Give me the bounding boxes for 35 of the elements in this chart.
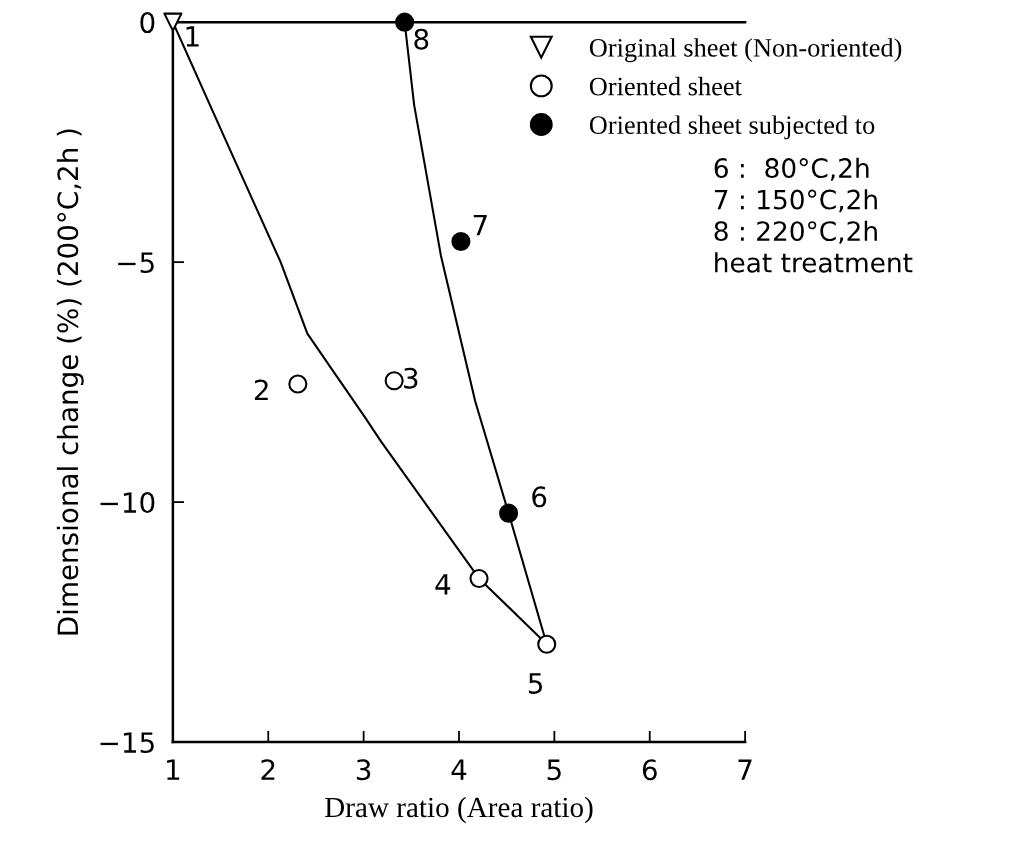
- annotation: 8: [414, 28, 429, 50]
- y-tick-label: 0: [140, 12, 155, 34]
- y-tick-label: −10: [100, 492, 155, 514]
- point: [288, 374, 308, 394]
- annotation: 6: [532, 486, 547, 508]
- x-tick-label: 2: [261, 759, 275, 780]
- annotation: heat treatment: [715, 252, 913, 273]
- y-axis-title: Dimensional change (%) (200°C,2h ): [56, 129, 84, 635]
- annotation: 8 : 220°C,2h: [714, 220, 877, 244]
- annotation: 1: [186, 26, 199, 47]
- x-axis-title: Draw ratio (Area ratio): [325, 796, 593, 824]
- y-tick-label: −15: [100, 732, 154, 754]
- x-tick-label: 1: [167, 759, 180, 780]
- point: [499, 503, 519, 523]
- annotation: 6 : 80°C,2h: [714, 157, 869, 181]
- x-tick-label: 4: [451, 759, 467, 780]
- point: [384, 371, 404, 391]
- annotation: 4: [435, 574, 451, 595]
- legend-label: Original sheet (Non-oriented): [589, 38, 902, 63]
- y-tick-label: −5: [118, 252, 154, 274]
- point: [451, 231, 471, 252]
- x-tick-label: 6: [642, 759, 657, 781]
- annotation: 3: [404, 367, 418, 389]
- x-tick-label: 5: [547, 759, 561, 781]
- annotation: 2: [254, 379, 268, 401]
- x-tick-label: 3: [356, 759, 371, 781]
- annotation: 7: [473, 215, 487, 236]
- annotation: 7 : 150°C,2h: [714, 189, 877, 213]
- legend-label: Oriented sheet subjected to: [589, 115, 875, 140]
- point: [395, 12, 415, 32]
- x-tick-label: 7: [738, 759, 752, 780]
- annotation: 5: [528, 673, 543, 694]
- point: [537, 634, 557, 654]
- point: [469, 568, 489, 588]
- legend-label: Oriented sheet: [589, 76, 742, 96]
